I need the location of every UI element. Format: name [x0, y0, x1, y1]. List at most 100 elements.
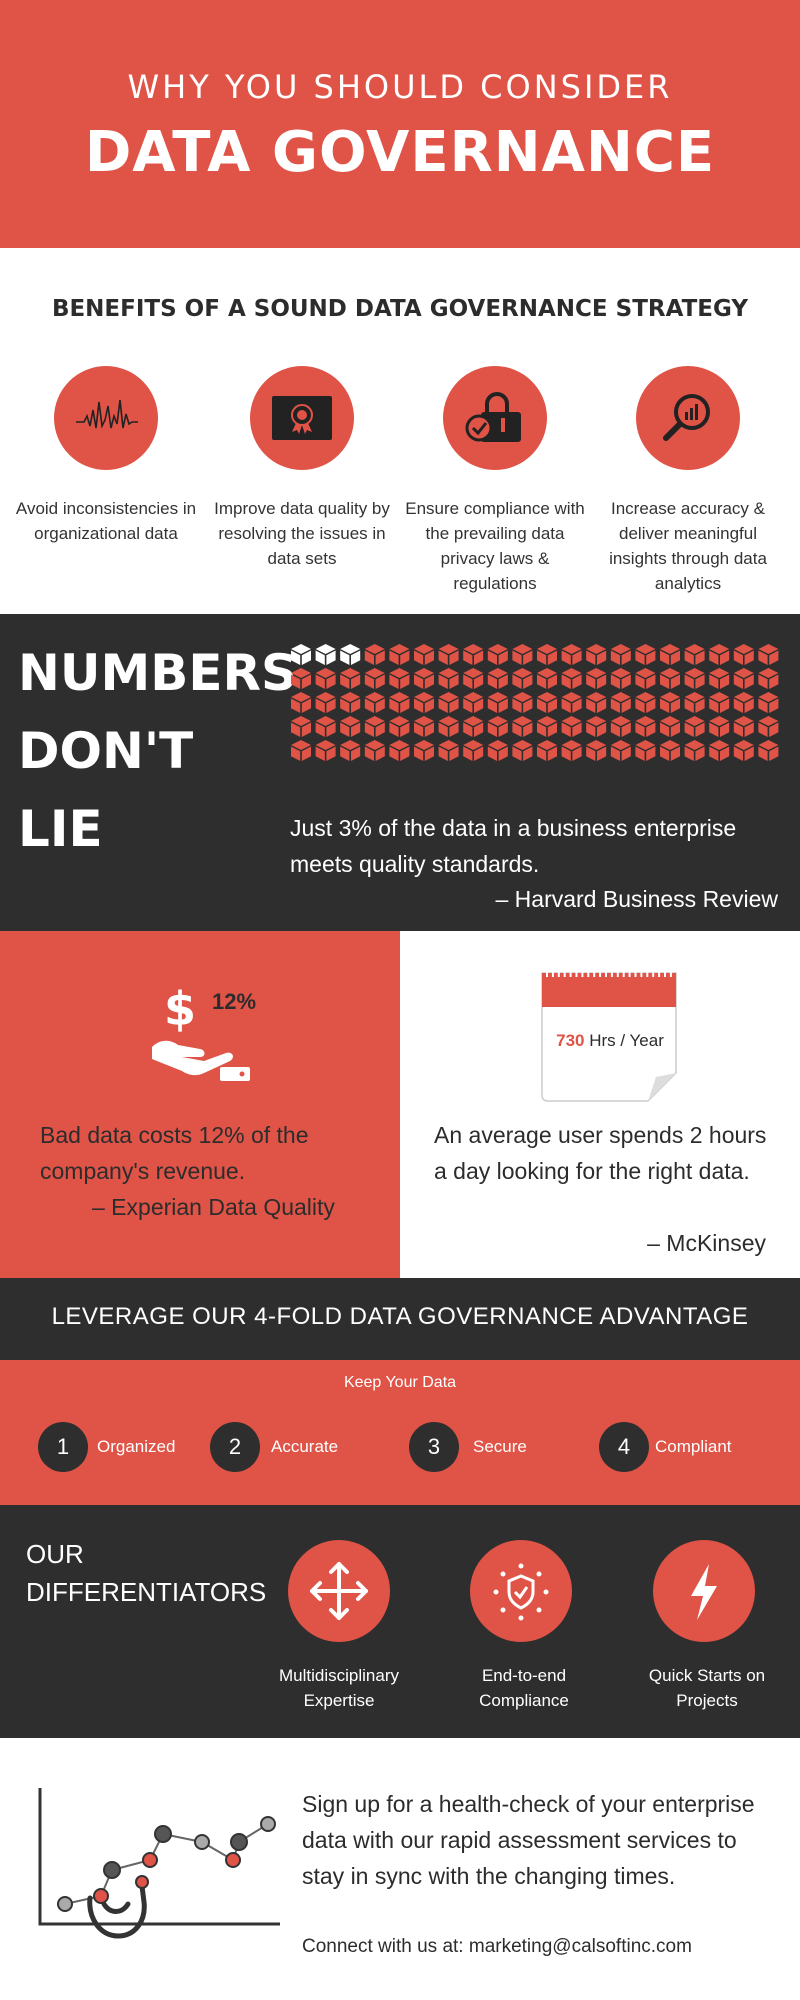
benefit-text-3: Ensure compliance with the prevailing da…: [405, 499, 585, 593]
advantage-label-2: Accurate: [271, 1437, 339, 1456]
cube-icon: [537, 740, 557, 761]
cube-icon: [610, 740, 631, 761]
hand-dollar-icon: $: [148, 973, 258, 1083]
cube-icon: [389, 644, 410, 665]
cube-icon: [684, 644, 705, 665]
magnifier-chart-icon: [636, 366, 740, 470]
numbers-source: – Harvard Business Review: [495, 886, 778, 912]
calendar-ring: [616, 967, 619, 977]
cube-icon: [635, 692, 656, 713]
arrows-move-icon: [288, 1540, 390, 1642]
calendar-ring: [587, 967, 590, 977]
advantage-label-4: Compliant: [655, 1437, 732, 1456]
cube-icon: [291, 692, 311, 713]
percent-label: 12%: [212, 989, 257, 1014]
cube-icon: [340, 716, 361, 737]
numbers-stat: Just 3% of the data in a business enterp…: [290, 815, 737, 877]
cube-icon: [463, 716, 484, 737]
cube-icon: [660, 740, 680, 761]
cube-icon: [758, 668, 779, 689]
differentiators-title-line-2: DIFFERENTIATORS: [26, 1577, 267, 1607]
numbers-section: NUMBERS DON'T LIE Just 3% of the data in…: [0, 614, 800, 931]
cube-icon: [635, 740, 656, 761]
cube-icon: [733, 716, 754, 737]
calendar-ring: [658, 967, 661, 977]
cube-icon: [660, 668, 680, 689]
contact-email[interactable]: Connect with us at: marketing@calsoftinc…: [302, 1936, 692, 1957]
cube-icon: [487, 692, 508, 713]
time-stat-panel: 730 Hrs / Year An average user spends 2 …: [400, 931, 800, 1278]
calendar-ring: [593, 967, 596, 977]
cube-icon: [684, 740, 705, 761]
cube-icon: [438, 644, 459, 665]
calendar-ring: [628, 967, 631, 977]
cube-icon: [463, 644, 484, 665]
cube-icon: [291, 644, 311, 665]
cube-icon: [684, 716, 705, 737]
cube-icon: [315, 692, 336, 713]
calendar-ring: [563, 967, 566, 977]
calendar-ring: [546, 967, 548, 977]
calendar-ring: [640, 967, 643, 977]
header-banner: WHY YOU SHOULD CONSIDER DATA GOVERNANCE: [0, 0, 800, 248]
cube-icon: [438, 740, 459, 761]
advantages-section: Keep Your Data 1 Organized 2 Accurate 3 …: [0, 1360, 800, 1505]
cube-icon: [463, 692, 484, 713]
cube-icon: [389, 740, 410, 761]
cube-icon: [610, 716, 631, 737]
advantage-label-1: Organized: [97, 1437, 176, 1456]
cube-icon: [414, 692, 434, 713]
cube-icon: [561, 740, 582, 761]
cube-icon: [684, 668, 705, 689]
calendar-ring: [569, 967, 572, 977]
cube-icon: [758, 692, 779, 713]
cube-icon: [561, 692, 582, 713]
cube-icon: [487, 668, 508, 689]
advantage-number-4: 4: [599, 1422, 649, 1472]
cube-icon: [610, 668, 631, 689]
cube-icon: [389, 668, 410, 689]
cube-icon: [709, 644, 730, 665]
cube-icon: [537, 716, 557, 737]
cube-icon: [463, 668, 484, 689]
leverage-title: LEVERAGE OUR 4-FOLD DATA GOVERNANCE ADVA…: [51, 1303, 749, 1330]
cube-icon: [438, 692, 459, 713]
calendar-ring: [581, 967, 584, 977]
cube-icon: [758, 716, 779, 737]
cube-icon: [660, 644, 680, 665]
time-stat-text: An average user spends 2 hours a day loo…: [434, 1122, 767, 1184]
numbers-heading-line-2: DON'T: [18, 722, 194, 780]
calendar-ring: [599, 967, 602, 977]
cube-icon: [487, 740, 508, 761]
calendar-icon: 730 Hrs / Year: [540, 965, 680, 1105]
cube-icon: [758, 740, 779, 761]
cube-icon: [537, 668, 557, 689]
cube-icon: [291, 716, 311, 737]
cube-icon: [610, 692, 631, 713]
cube-icon: [586, 668, 607, 689]
cube-icon: [315, 740, 336, 761]
cube-grid: [291, 644, 779, 761]
cube-icon: [684, 692, 705, 713]
cube-icon: [512, 692, 533, 713]
calendar-ring: [669, 967, 672, 977]
cube-icon: [610, 644, 631, 665]
cube-icon: [561, 644, 582, 665]
signup-text: Sign up for a health-check of your enter…: [302, 1791, 755, 1889]
cube-icon: [660, 716, 680, 737]
cube-icon: [487, 716, 508, 737]
differentiators-section: OUR DIFFERENTIATORS Multidisc: [0, 1505, 800, 1738]
certificate-icon: [250, 366, 354, 470]
cube-icon: [709, 740, 730, 761]
cube-icon: [512, 716, 533, 737]
calendar-ring: [551, 967, 554, 977]
cube-icon: [561, 668, 582, 689]
cube-icon: [512, 740, 533, 761]
cube-icon: [537, 692, 557, 713]
cube-icon: [487, 644, 508, 665]
cube-icon: [586, 692, 607, 713]
cube-icon: [438, 716, 459, 737]
calendar-ring: [622, 967, 625, 977]
cube-icon: [389, 692, 410, 713]
differentiator-text-3: Quick Starts on Projects: [648, 1666, 766, 1710]
